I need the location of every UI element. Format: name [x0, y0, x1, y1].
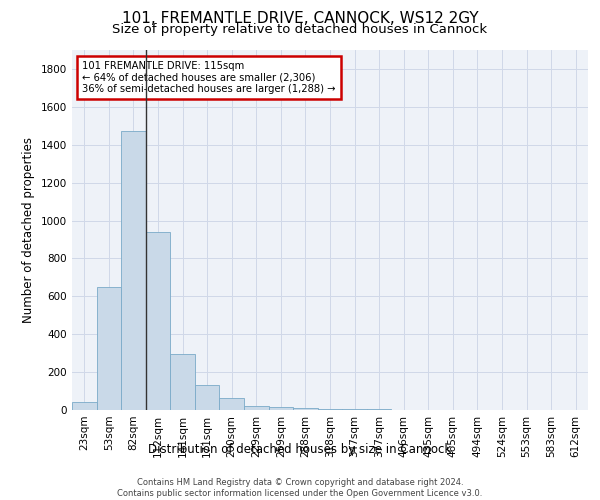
Bar	[244, 406, 269, 410]
Bar	[97, 287, 121, 410]
Bar	[342, 409, 367, 410]
Bar	[220, 398, 244, 410]
Text: Contains HM Land Registry data © Crown copyright and database right 2024.
Contai: Contains HM Land Registry data © Crown c…	[118, 478, 482, 498]
Bar	[121, 132, 146, 410]
Bar	[293, 408, 318, 410]
Y-axis label: Number of detached properties: Number of detached properties	[22, 137, 35, 323]
Bar	[269, 407, 293, 410]
Bar	[72, 402, 97, 410]
Text: Distribution of detached houses by size in Cannock: Distribution of detached houses by size …	[148, 442, 452, 456]
Text: 101 FREMANTLE DRIVE: 115sqm
← 64% of detached houses are smaller (2,306)
36% of : 101 FREMANTLE DRIVE: 115sqm ← 64% of det…	[82, 61, 336, 94]
Bar	[318, 408, 342, 410]
Bar	[195, 386, 220, 410]
Bar	[170, 354, 195, 410]
Bar	[146, 232, 170, 410]
Text: 101, FREMANTLE DRIVE, CANNOCK, WS12 2GY: 101, FREMANTLE DRIVE, CANNOCK, WS12 2GY	[122, 11, 478, 26]
Text: Size of property relative to detached houses in Cannock: Size of property relative to detached ho…	[112, 22, 488, 36]
